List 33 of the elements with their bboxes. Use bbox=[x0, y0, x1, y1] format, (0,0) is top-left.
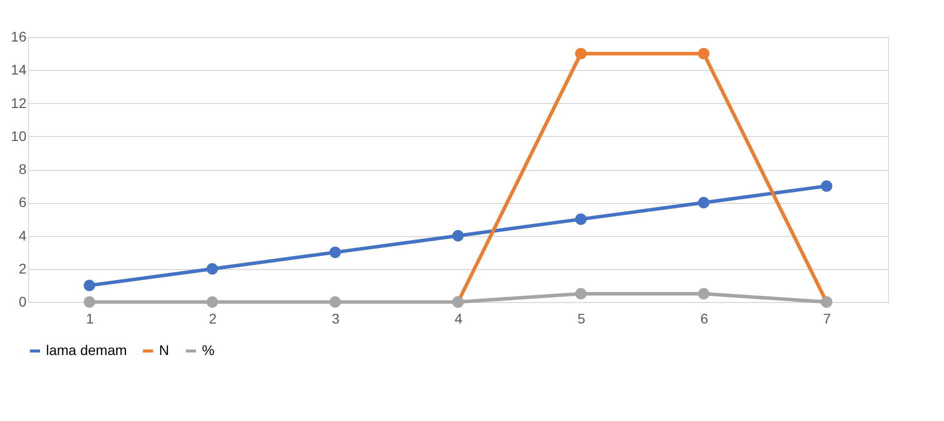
point bbox=[698, 288, 710, 300]
point bbox=[329, 246, 341, 258]
y-tick-label: 12 bbox=[10, 94, 27, 111]
point bbox=[206, 263, 218, 275]
x-tick-label: 1 bbox=[86, 310, 94, 326]
y-tick-label: 2 bbox=[18, 260, 27, 276]
point bbox=[698, 196, 710, 208]
x-tick-label: 3 bbox=[332, 310, 340, 326]
x-tick-label: 4 bbox=[454, 310, 463, 326]
y-tick-label: 16 bbox=[10, 28, 27, 44]
x-tick-label: 7 bbox=[823, 310, 832, 326]
point bbox=[698, 48, 710, 60]
point bbox=[575, 214, 587, 225]
legend-label: % bbox=[202, 342, 214, 358]
point bbox=[84, 280, 96, 292]
y-tick-label: 8 bbox=[18, 161, 27, 177]
y-tick-label: 0 bbox=[18, 294, 27, 310]
point bbox=[575, 288, 587, 300]
point bbox=[575, 48, 587, 60]
point bbox=[820, 180, 832, 192]
x-tick-label: 5 bbox=[577, 310, 586, 326]
point bbox=[452, 230, 464, 242]
legend-label: lama demam bbox=[46, 342, 127, 358]
x-tick-label: 2 bbox=[208, 310, 217, 326]
point bbox=[329, 296, 341, 308]
legend-label: N bbox=[159, 342, 170, 358]
y-tick-label: 6 bbox=[18, 194, 27, 210]
y-tick-label: 10 bbox=[10, 128, 27, 144]
point bbox=[84, 296, 96, 308]
point bbox=[206, 296, 218, 308]
x-tick-label: 6 bbox=[700, 310, 708, 326]
y-tick-label: 4 bbox=[18, 227, 27, 244]
y-tick-label: 14 bbox=[10, 62, 27, 78]
